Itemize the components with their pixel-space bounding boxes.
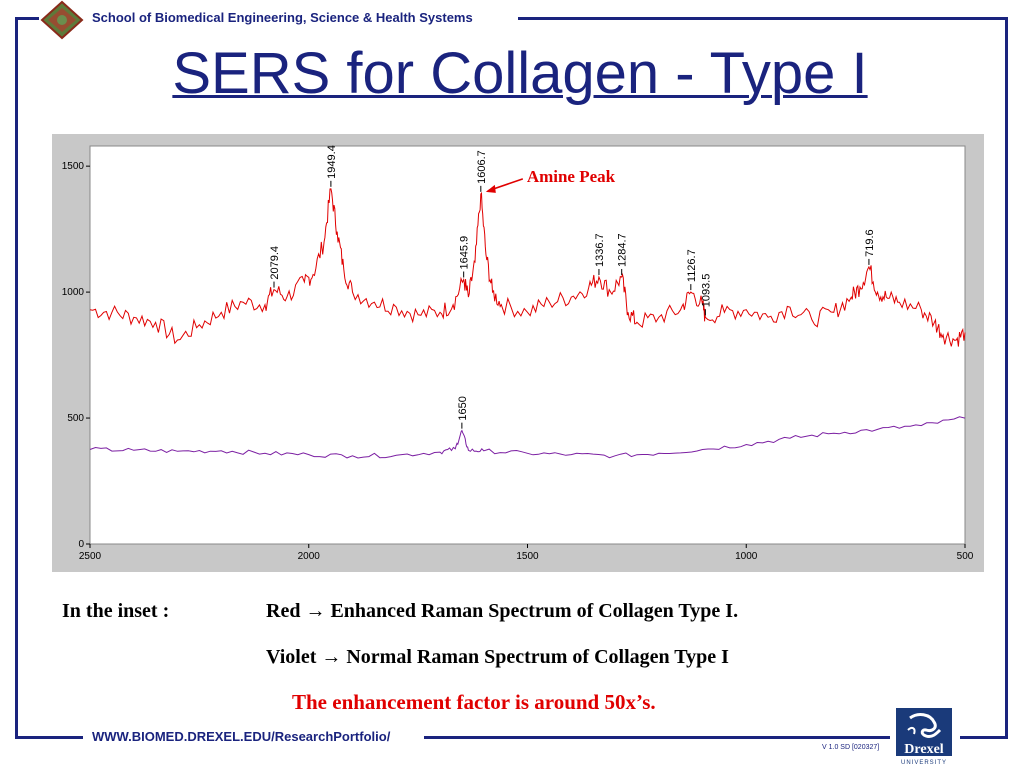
frame-bottom-right bbox=[424, 736, 890, 739]
peak-label: 1093.5 bbox=[700, 274, 712, 308]
drexel-logo-icon: Drexel UNIVERSITY bbox=[896, 708, 952, 766]
frame-right bbox=[1005, 17, 1008, 738]
x-tick-label: 1000 bbox=[735, 551, 758, 562]
frame-left bbox=[15, 17, 18, 738]
x-tick-label: 1500 bbox=[516, 551, 539, 562]
school-logo-icon bbox=[40, 0, 84, 40]
version-code: V 1.0 SD [020327] bbox=[822, 744, 880, 751]
peak-label: 1645.9 bbox=[459, 236, 471, 270]
page-title: SERS for Collagen - Type I bbox=[172, 41, 868, 106]
frame-bottom-end bbox=[960, 736, 1008, 739]
plot-area bbox=[89, 145, 966, 545]
enhancement-note: The enhancement factor is around 50x’s. bbox=[292, 690, 656, 714]
peak-label: 1284.7 bbox=[617, 233, 629, 267]
series-enhanced-line bbox=[89, 188, 966, 347]
legend-red-caption: Red → Enhanced Raman Spectrum of Collage… bbox=[266, 600, 739, 622]
drexel-logo-text: Drexel bbox=[904, 742, 943, 757]
x-tick-label: 500 bbox=[957, 551, 974, 562]
legend-violet-caption: Violet → Normal Raman Spectrum of Collag… bbox=[266, 646, 729, 668]
peak-label: 2079.4 bbox=[269, 246, 281, 280]
x-tick-label: 2000 bbox=[298, 551, 321, 562]
spectrum-chart: 0 500 1000 1500 2500 2000 1500 1000 500 2079.4 194… bbox=[62, 145, 974, 562]
peak-label: 1650 bbox=[457, 396, 469, 420]
y-tick-label: 0 bbox=[78, 539, 84, 550]
school-name: School of Biomedical Engineering, Scienc… bbox=[92, 10, 473, 25]
peak-label: 1949.4 bbox=[326, 145, 338, 179]
x-tick-label: 2500 bbox=[79, 551, 102, 562]
peak-label: 719.6 bbox=[864, 229, 876, 257]
frame-bottom-left bbox=[15, 736, 83, 739]
amine-peak-arrowhead bbox=[485, 184, 496, 193]
drexel-logo-subtext: UNIVERSITY bbox=[901, 760, 947, 766]
y-tick-label: 500 bbox=[67, 413, 84, 424]
y-tick-label: 1500 bbox=[62, 161, 85, 172]
inset-label: In the inset : bbox=[62, 600, 170, 622]
amine-peak-label: Amine Peak bbox=[527, 167, 616, 186]
series-normal-line bbox=[89, 416, 966, 459]
peak-label: 1336.7 bbox=[594, 233, 606, 267]
footer-url-link[interactable]: WWW.BIOMED.DREXEL.EDU/ResearchPortfolio/ bbox=[92, 729, 391, 744]
frame-top-left bbox=[15, 17, 39, 20]
y-tick-label: 1000 bbox=[62, 287, 85, 298]
peak-label: 1606.7 bbox=[476, 150, 488, 184]
peak-label: 1126.7 bbox=[686, 249, 698, 282]
frame-top-right bbox=[518, 17, 1008, 20]
